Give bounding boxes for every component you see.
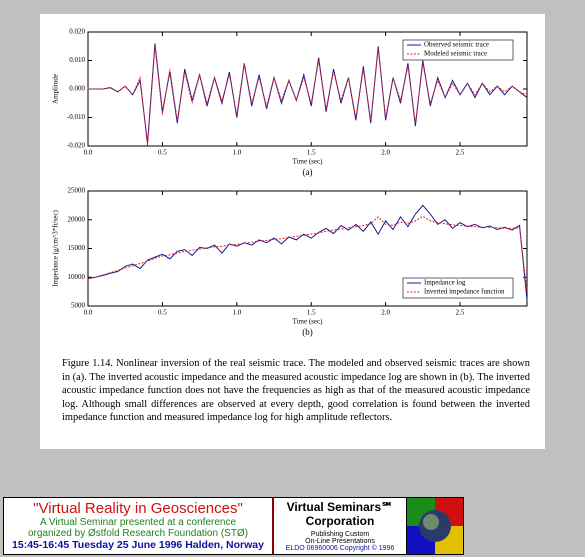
- panel-label: (a): [303, 167, 313, 177]
- series-line: [88, 46, 528, 147]
- y-axis-label: Impedance (g/cm^3*ft/sec): [52, 210, 60, 287]
- series-line: [87, 215, 528, 292]
- x-tick-label: 2.5: [456, 149, 465, 157]
- x-tick-label: 0.5: [158, 309, 167, 317]
- legend-box: [402, 39, 514, 61]
- caption: Figure 1.14. Nonlinear inversion of the …: [62, 358, 530, 423]
- x-axis-label: Time (sec): [293, 158, 324, 166]
- tagline: On-Line Presentations: [305, 538, 375, 545]
- company-name: Virtual Seminars℠: [286, 500, 394, 514]
- legend-box: [402, 277, 514, 299]
- legend-label: Modeled seismic trace: [424, 50, 487, 58]
- y-tick-label: -0.020: [67, 142, 86, 150]
- y-tick-label: 5000: [71, 302, 86, 310]
- figure-panel: -0.020 -0.010 0.000 0.010 0.020 0.0 0.5 1.0 1.5 2…: [40, 14, 545, 449]
- seminar-date: 15:45-16:45 Tuesday 25 June 1996 Halden,…: [12, 539, 264, 551]
- seminar-line: A Virtual Seminar presented at a confere…: [39, 517, 237, 528]
- x-tick-label: 1.0: [232, 149, 241, 157]
- y-tick-label: -0.010: [67, 113, 86, 121]
- banner: "Virtual Reality in Geosciences" A Virtu…: [3, 497, 464, 555]
- company-name: Corporation: [305, 514, 375, 528]
- seminar-box: "Virtual Reality in Geosciences" A Virtu…: [4, 498, 274, 554]
- logo: [407, 498, 463, 554]
- x-tick-label: 0.0: [84, 149, 93, 157]
- y-tick-label: 0.010: [69, 56, 85, 64]
- x-axis-label: Time (sec): [293, 318, 324, 326]
- y-tick-label: 20000: [68, 215, 86, 223]
- y-tick-label: 0.000: [69, 85, 85, 93]
- legend-label: Impedance log: [424, 279, 466, 287]
- copyright: ELDO 06960006 Copyright © 1996: [285, 545, 395, 552]
- y-tick-label: 10000: [68, 273, 86, 281]
- panel-label: (b): [302, 327, 313, 337]
- x-tick-label: 1.5: [307, 309, 316, 317]
- tagline: Publishing Custom: [310, 531, 370, 538]
- legend-label: Observed seismic trace: [424, 41, 489, 49]
- y-axis-label: Amplitude: [52, 74, 60, 104]
- y-tick-label: 15000: [68, 244, 86, 252]
- legend-label: Inverted impedance function: [424, 288, 505, 296]
- seminar-title: "Virtual Reality in Geosciences": [33, 500, 243, 517]
- figure: -0.020 -0.010 0.000 0.010 0.020 0.0 0.5 1.0 1.5 2…: [52, 28, 528, 337]
- series-line: [87, 204, 528, 301]
- x-tick-label: 2.0: [381, 309, 390, 317]
- seminar-line: organized by Østfold Research Foundation…: [27, 528, 249, 539]
- company-box: Virtual Seminars℠ Corporation Publishing…: [274, 498, 407, 554]
- y-tick-label: 25000: [68, 187, 86, 195]
- y-tick-label: 0.020: [69, 28, 85, 36]
- x-tick-label: 1.5: [307, 149, 316, 157]
- x-tick-label: 0.0: [84, 309, 93, 317]
- x-tick-label: 2.5: [456, 309, 465, 317]
- x-tick-label: 0.5: [158, 149, 167, 157]
- x-tick-label: 1.0: [232, 309, 241, 317]
- x-tick-label: 2.0: [381, 149, 390, 157]
